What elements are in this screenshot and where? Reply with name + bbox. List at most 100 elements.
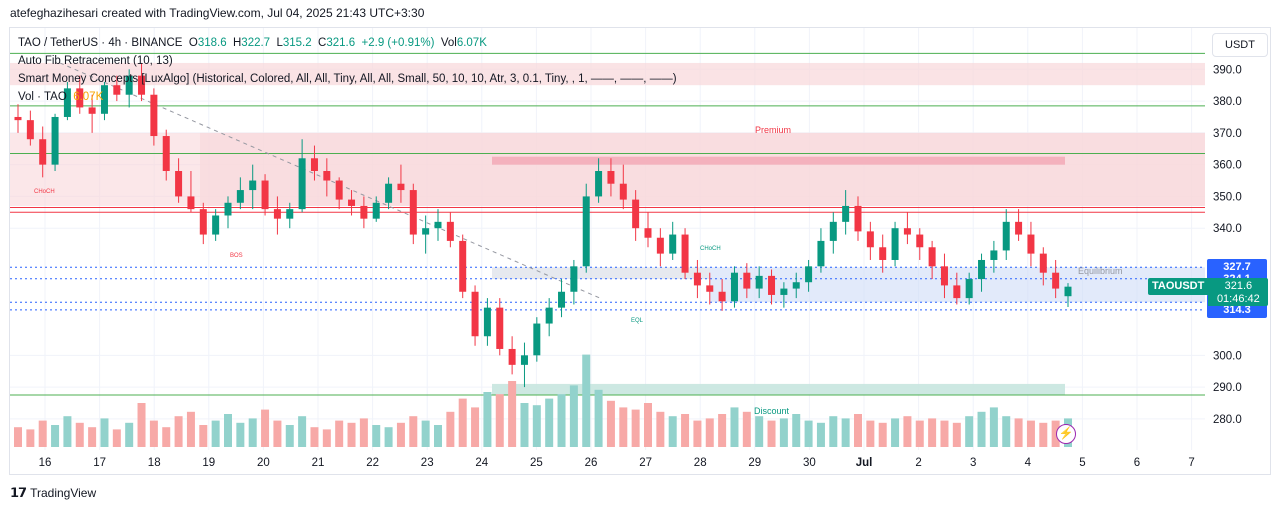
- legend-vol-value: 6.07K: [456, 37, 487, 49]
- x-tick-label: 20: [257, 457, 270, 469]
- y-tick-label: 350.0: [1213, 191, 1242, 203]
- volume-bar: [891, 418, 900, 447]
- price-level-badge: 314.3: [1207, 301, 1267, 318]
- x-tick-label: 19: [202, 457, 215, 469]
- candle-body: [76, 88, 84, 108]
- volume-bar: [841, 418, 850, 447]
- candle-body: [508, 348, 516, 365]
- volume-bar: [545, 398, 554, 447]
- volume-bar: [582, 354, 591, 447]
- candle-body: [965, 279, 973, 299]
- volume-bar: [816, 422, 825, 447]
- volume-bar: [236, 422, 245, 447]
- volume-bar: [742, 411, 751, 447]
- candle-body: [113, 85, 121, 95]
- x-tick-label: 24: [475, 457, 488, 469]
- candle-body: [1052, 272, 1060, 289]
- volume-bar: [854, 414, 862, 447]
- candle-body: [718, 291, 726, 302]
- chart-caption: atefeghazihesari created with TradingVie…: [10, 6, 425, 20]
- legend-volume-value: 6.07K: [73, 91, 104, 103]
- y-tick-label: 340.0: [1213, 223, 1242, 235]
- candle-body: [693, 272, 701, 286]
- volume-bar: [977, 411, 986, 447]
- candle-body: [916, 234, 924, 248]
- candle-body: [582, 196, 590, 267]
- candle-body: [26, 120, 34, 140]
- bos-label: BOS: [230, 253, 243, 259]
- last-price-symbol: TAOUSDT: [1148, 277, 1209, 295]
- volume-bar: [26, 429, 35, 447]
- candle-body: [434, 221, 442, 229]
- discount-zone: [492, 383, 1065, 396]
- volume-bar: [940, 420, 949, 447]
- legend-high-value: 322.7: [241, 37, 271, 49]
- volume-bar: [779, 418, 788, 447]
- x-tick-label: 22: [366, 457, 379, 469]
- volume-bar: [495, 394, 504, 447]
- candle-body: [780, 288, 788, 295]
- volume-bar: [322, 429, 331, 447]
- choch-label: CHoCH: [700, 246, 721, 252]
- volume-bar: [644, 403, 652, 447]
- volume-bar: [520, 403, 529, 447]
- candle-body: [298, 158, 306, 210]
- legend-close-label: C: [318, 37, 327, 49]
- candle-countdown: 01:46:42: [1216, 292, 1260, 305]
- volume-bar: [372, 425, 381, 447]
- candle-body: [743, 272, 751, 289]
- volume-bar: [335, 420, 344, 447]
- legend-indicator-volume[interactable]: Vol · TAO 6.07K: [18, 88, 677, 106]
- candle-body: [879, 247, 887, 260]
- x-tick-label: 3: [970, 457, 976, 469]
- volume-bar: [952, 422, 961, 447]
- volume-bar: [458, 398, 467, 447]
- x-tick-label: 18: [148, 457, 161, 469]
- legend-indicator-fib[interactable]: Auto Fib Retracement (10, 13): [18, 55, 173, 67]
- volume-bar: [1039, 422, 1048, 447]
- legend-symbol[interactable]: TAO / TetherUS · 4h · BINANCE: [18, 37, 183, 49]
- candle-body: [39, 139, 47, 165]
- legend-high-label: H: [232, 37, 242, 49]
- volume-bar: [347, 422, 356, 447]
- volume-bar: [75, 422, 84, 447]
- tradingview-logo-icon: 𝟭𝟳: [10, 485, 27, 500]
- volume-bar: [989, 407, 998, 447]
- legend-indicator-smc[interactable]: Smart Money Concepts [LuxAlgo] (Historic…: [18, 73, 677, 85]
- gray-block: [492, 267, 710, 280]
- volume-bar: [1026, 420, 1035, 447]
- candle-body: [459, 240, 467, 292]
- legend-vol-label: Vol: [440, 37, 457, 49]
- candle-body: [990, 250, 998, 260]
- legend-symbol-row[interactable]: TAO / TetherUS · 4h · BINANCE O318.6 H32…: [18, 34, 677, 52]
- currency-unit-button[interactable]: USDT: [1212, 33, 1268, 57]
- candle-body: [175, 170, 183, 197]
- volume-bar: [829, 416, 838, 447]
- volume-bar: [755, 416, 764, 447]
- x-tick-label: 26: [585, 457, 598, 469]
- candle-body: [730, 272, 738, 302]
- tradingview-brand[interactable]: 𝟭𝟳 TradingView: [10, 485, 96, 501]
- volume-bar: [705, 418, 714, 447]
- candle-body: [706, 285, 714, 292]
- candle-body: [1039, 253, 1047, 273]
- chart-frame[interactable]: [9, 27, 1271, 475]
- volume-bar: [174, 416, 183, 447]
- volume-bar: [137, 403, 146, 447]
- candle-body: [212, 215, 220, 235]
- lightning-icon[interactable]: ⚡: [1056, 424, 1076, 444]
- candle-body: [125, 75, 133, 95]
- candle-body: [644, 228, 652, 238]
- volume-bar: [38, 420, 47, 447]
- candle-body: [842, 205, 850, 222]
- candle-body: [236, 190, 244, 203]
- volume-bar: [532, 405, 541, 447]
- volume-bar: [88, 427, 97, 447]
- candle-body: [14, 116, 22, 121]
- candle-body: [768, 275, 776, 295]
- candle-body: [632, 199, 640, 229]
- candle-body: [422, 228, 430, 235]
- volume-bar: [434, 425, 442, 447]
- candle-body: [595, 170, 603, 197]
